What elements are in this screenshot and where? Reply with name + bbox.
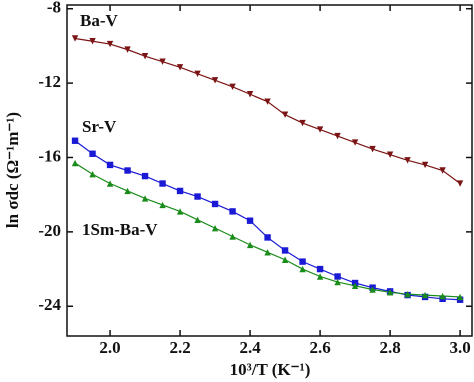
y-tick-label: -24: [38, 295, 61, 314]
data-point: [369, 145, 376, 153]
data-point: [264, 234, 271, 241]
data-point: [194, 193, 201, 200]
x-tick-label: 2.2: [169, 338, 190, 357]
data-point: [71, 35, 79, 42]
data-point: [159, 58, 166, 65]
series-label: Sr-V: [82, 117, 117, 136]
data-point: [439, 167, 446, 174]
x-axis-label: 10³/T (K⁻¹): [230, 360, 311, 379]
data-point: [211, 224, 219, 232]
data-point: [299, 258, 306, 265]
y-tick-label: -8: [47, 0, 61, 17]
data-point: [316, 265, 324, 273]
data-point: [404, 157, 411, 164]
data-point: [316, 273, 324, 280]
data-point: [159, 180, 166, 187]
y-tick-label: -12: [38, 72, 61, 91]
data-point: [456, 293, 464, 301]
data-point: [211, 200, 219, 208]
data-point: [299, 119, 306, 127]
data-point: [246, 241, 254, 249]
data-point: [299, 265, 306, 273]
y-axis-label: ln σdc (Ω⁻¹m⁻¹): [3, 112, 22, 228]
series-label: Ba-V: [80, 11, 119, 30]
data-point: [176, 208, 184, 215]
data-point: [456, 180, 464, 187]
data-point: [386, 151, 394, 158]
data-point: [334, 278, 341, 286]
data-point: [351, 139, 359, 146]
data-point: [246, 217, 254, 224]
data-point: [71, 159, 79, 167]
data-point: [141, 172, 149, 180]
data-point: [281, 111, 289, 118]
series-line: [74, 37, 461, 184]
data-point: [176, 64, 184, 71]
data-point: [334, 132, 341, 140]
data-point: [106, 180, 114, 187]
data-point: [264, 249, 271, 256]
data-point: [106, 40, 114, 48]
data-point: [194, 216, 201, 223]
data-point: [141, 195, 149, 202]
series-label: 1Sm-Ba-V: [82, 220, 158, 239]
data-point: [106, 161, 114, 169]
data-point: [421, 291, 429, 299]
x-tick-label: 2.0: [99, 338, 120, 357]
data-point: [124, 167, 131, 174]
plot-frame: [66, 4, 473, 337]
x-tick-label: 2.8: [379, 338, 400, 357]
data-point: [351, 282, 359, 289]
data-point: [439, 292, 446, 300]
y-tick-label: -20: [38, 221, 61, 240]
data-point: [334, 273, 341, 280]
data-point: [124, 46, 131, 53]
data-point: [229, 233, 236, 240]
x-tick-label: 2.6: [309, 338, 330, 357]
data-point: [386, 289, 394, 296]
data-point: [404, 290, 411, 298]
data-point: [281, 256, 289, 263]
data-point: [71, 137, 79, 144]
data-point: [159, 201, 166, 209]
data-point: [124, 187, 131, 195]
data-point: [281, 247, 289, 254]
data-point: [89, 38, 96, 45]
x-tick-label: 2.4: [239, 338, 261, 357]
data-point: [246, 91, 254, 98]
data-point: [89, 150, 96, 157]
data-point: [316, 126, 324, 133]
data-point: [369, 286, 376, 293]
data-point: [211, 77, 219, 84]
data-point: [264, 98, 271, 105]
data-point: [89, 171, 96, 178]
data-point: [229, 208, 236, 215]
data-point: [141, 52, 149, 60]
data-point: [421, 161, 429, 169]
data-point: [194, 70, 201, 78]
data-point: [176, 187, 184, 195]
x-tick-label: 3.0: [449, 338, 470, 357]
data-point: [229, 83, 236, 91]
y-tick-label: -16: [38, 146, 61, 165]
